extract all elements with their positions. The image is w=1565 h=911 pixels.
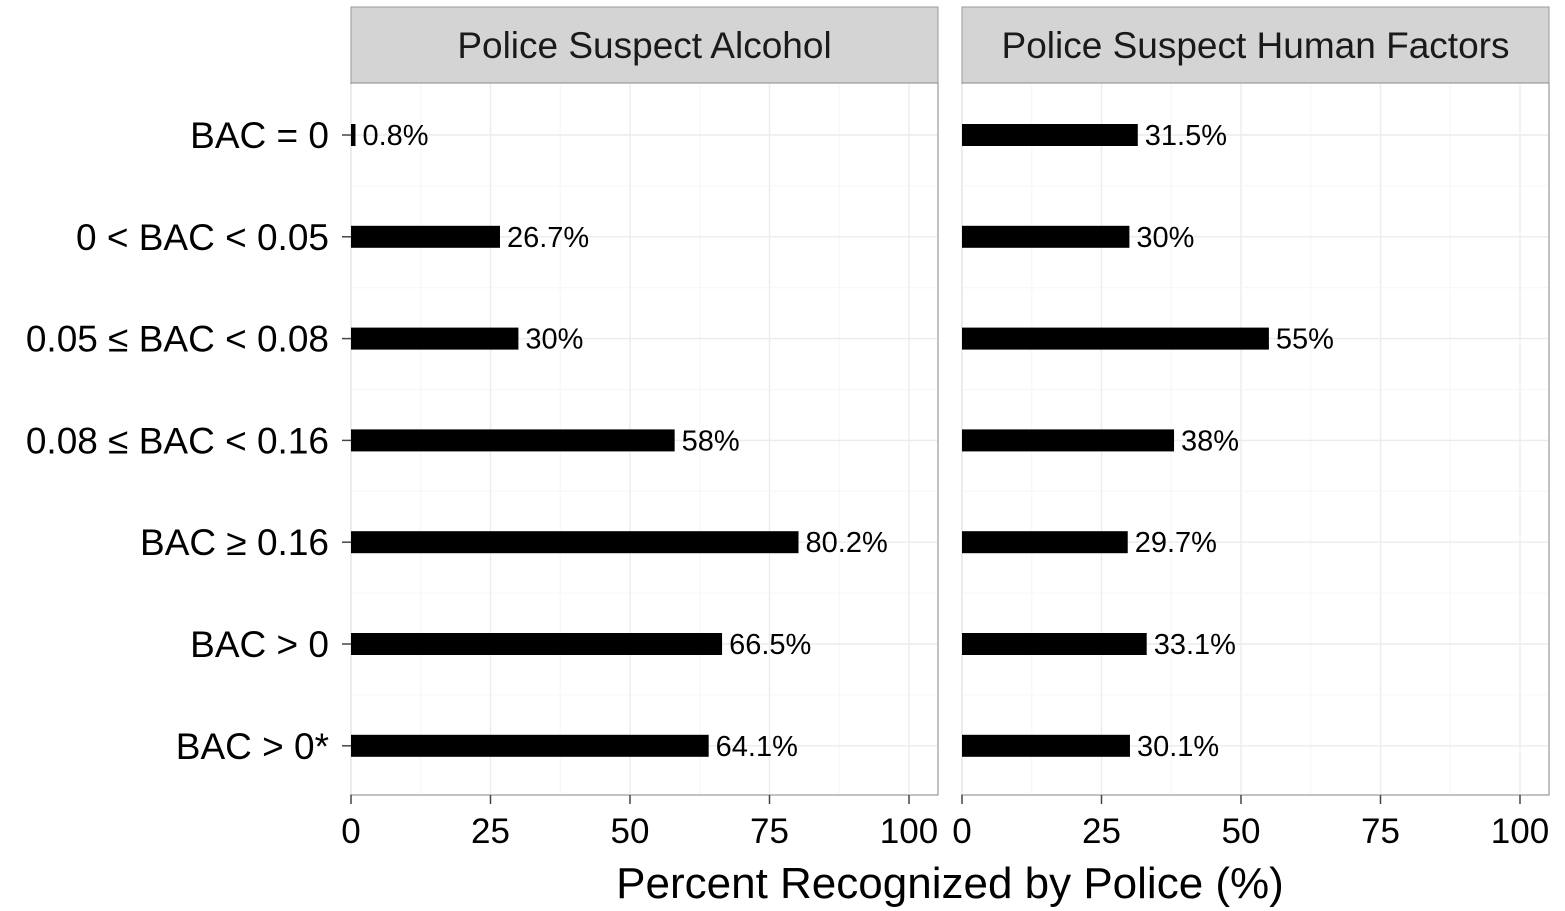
category-label: BAC > 0 (190, 624, 329, 665)
facet-strip (961, 6, 1550, 84)
bar-value-label: 33.1% (1154, 629, 1236, 661)
bar-value-label: 58% (682, 425, 740, 457)
bar-value-label: 30.1% (1137, 731, 1219, 763)
bar-value-label: 66.5% (729, 629, 811, 661)
category-label: 0.05 ≤ BAC < 0.08 (26, 319, 329, 360)
x-tick-label: 50 (1222, 812, 1261, 851)
bar (351, 225, 500, 248)
bar-value-label: 0.8% (362, 120, 428, 152)
bar (351, 327, 519, 350)
x-tick-label: 25 (471, 812, 510, 851)
x-tick-label: 75 (750, 812, 789, 851)
bar-value-label: 31.5% (1145, 120, 1227, 152)
category-label: BAC ≥ 0.16 (140, 522, 329, 563)
bar-value-label: 30% (1136, 222, 1194, 254)
x-tick-label: 100 (880, 812, 938, 851)
bar (351, 124, 356, 146)
category-labels: BAC = 0 0 < BAC < 0.05 0.05 ≤ BAC < 0.08 0.… (26, 115, 351, 767)
facet-title: Police Suspect Human Factors (1002, 25, 1510, 66)
x-axis-title: Percent Recognized by Police (%) (616, 859, 1284, 908)
category-label: BAC = 0 (190, 115, 329, 156)
x-tick-label: 100 (1491, 812, 1549, 851)
panel-1: Police Suspect Alcohol 0.8% 26.7% 30% 58% 80.… (341, 6, 939, 851)
bar (962, 225, 1130, 248)
chart-panels: Police Suspect Alcohol 0.8% 26.7% 30% 58% 80.… (341, 6, 1550, 851)
bar-value-label: 38% (1181, 425, 1239, 457)
bar (962, 531, 1128, 554)
bar-value-label: 64.1% (716, 731, 798, 763)
x-tick-label: 25 (1082, 812, 1121, 851)
category-label: 0 < BAC < 0.05 (76, 217, 329, 258)
x-tick-label: 75 (1361, 812, 1400, 851)
bar (962, 124, 1138, 146)
bar (962, 429, 1175, 452)
facet-title: Police Suspect Alcohol (457, 25, 831, 66)
bar-value-label: 30% (525, 324, 583, 356)
bar-value-label: 26.7% (507, 222, 589, 254)
facet-strip (350, 6, 939, 84)
bar (962, 633, 1147, 655)
bar-value-label: 29.7% (1135, 527, 1217, 559)
category-label: BAC > 0* (176, 726, 329, 767)
bar (962, 734, 1130, 757)
x-tick-label: 0 (952, 812, 971, 851)
bar (962, 327, 1269, 350)
bar (351, 429, 675, 452)
x-tick-label: 50 (611, 812, 650, 851)
panel-2: Police Suspect Human Factors 31.5% 30% 55% 3… (952, 6, 1550, 851)
bar (351, 531, 799, 554)
bar-value-label: 80.2% (806, 527, 888, 559)
x-tick-label: 0 (341, 812, 360, 851)
category-label: 0.08 ≤ BAC < 0.16 (26, 420, 329, 461)
bar (351, 734, 709, 757)
bar (351, 633, 723, 655)
bar-value-label: 55% (1276, 324, 1334, 356)
